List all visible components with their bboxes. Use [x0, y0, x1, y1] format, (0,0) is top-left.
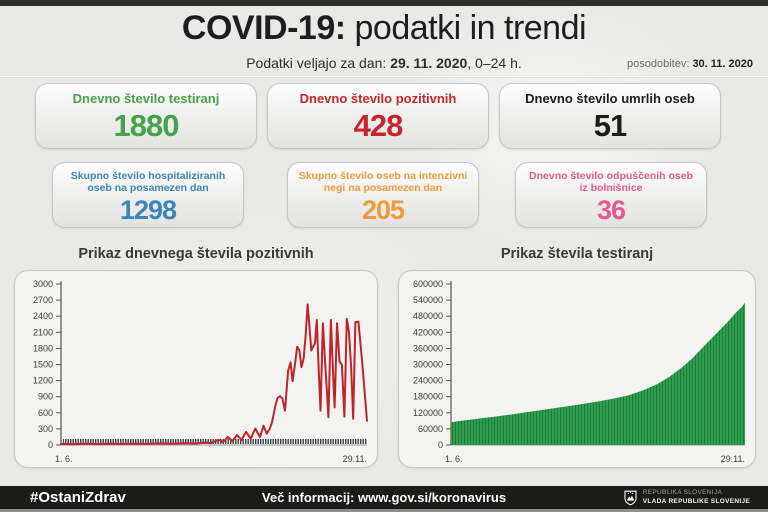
stat-label: Dnevno število odpuščenih oseb iz bolniš… — [529, 170, 693, 195]
update-date: 30. 11. 2020 — [692, 58, 753, 70]
slovenia-coat-of-arms-icon — [624, 490, 637, 505]
government-name: REPUBLIKA SLOVENIJA VLADA REPUBLIKE SLOV… — [643, 489, 750, 505]
hashtag-ostanizdrav: #OstaniZdrav — [30, 489, 126, 506]
svg-text:2400: 2400 — [33, 311, 53, 321]
svg-text:600000: 600000 — [413, 279, 443, 289]
last-update: posodobitev: 30. 11. 2020 — [627, 58, 753, 70]
svg-text:2700: 2700 — [33, 295, 53, 305]
government-branding: REPUBLIKA SLOVENIJA VLADA REPUBLIKE SLOV… — [624, 489, 750, 505]
svg-text:29.11.: 29.11. — [721, 454, 745, 464]
svg-text:180000: 180000 — [413, 392, 443, 402]
update-label: posodobitev: — [627, 58, 693, 70]
tests-chart-panel: 0 60000 120000 180000 240000 300000 360000 4200… — [398, 270, 756, 468]
svg-text:240000: 240000 — [413, 376, 443, 386]
stat-value: 1880 — [113, 107, 180, 143]
top-strip — [0, 0, 768, 6]
subtitle-prefix: Podatki veljajo za dan: — [246, 55, 391, 71]
more-info-url: Več informacij: www.gov.si/koronavirus — [261, 490, 507, 505]
svg-text:300000: 300000 — [413, 360, 443, 370]
svg-text:120000: 120000 — [413, 408, 443, 418]
svg-text:60000: 60000 — [418, 424, 443, 434]
svg-text:1200: 1200 — [33, 376, 53, 386]
stat-value: 205 — [361, 195, 405, 226]
stat-label: Dnevno število testiranj — [72, 91, 220, 106]
positive-chart-title: Prikaz dnevnega števila pozitivnih — [78, 246, 314, 262]
stat-card-icu: Skupno število oseb na intenzivni negi n… — [287, 162, 479, 228]
svg-text:3000: 3000 — [33, 279, 53, 289]
stat-card-hospitalized: Skupno število hospitaliziranih oseb na … — [52, 162, 244, 228]
bottom-strip — [0, 509, 768, 512]
svg-text:1. 6.: 1. 6. — [55, 454, 73, 464]
stat-label: Dnevno število pozitivnih — [299, 91, 457, 106]
positive-chart-panel: 0 300 600 900 1200 1500 1800 2100 2400 2700 3000 1.… — [14, 270, 378, 468]
svg-text:1500: 1500 — [33, 360, 53, 370]
footer-bar: #OstaniZdrav Več informacij: www.gov.si/… — [0, 486, 768, 509]
subtitle-suffix: , 0–24 h. — [467, 55, 522, 71]
stat-value: 428 — [353, 107, 404, 143]
stat-value: 1298 — [119, 195, 177, 226]
svg-text:29.11.: 29.11. — [343, 454, 367, 464]
positive-line-chart: 0 300 600 900 1200 1500 1800 2100 2400 2700 3000 1.… — [33, 279, 368, 464]
stat-card-discharged: Dnevno število odpuščenih oseb iz bolniš… — [515, 162, 707, 228]
svg-text:2100: 2100 — [33, 327, 53, 337]
stat-card-daily-positive: Dnevno število pozitivnih 428 — [267, 83, 489, 149]
tests-chart-title: Prikaz števila testiranj — [500, 246, 654, 262]
svg-text:1. 6.: 1. 6. — [445, 454, 463, 464]
stat-label: Skupno število oseb na intenzivni negi n… — [298, 170, 468, 195]
svg-text:480000: 480000 — [413, 311, 443, 321]
svg-text:900: 900 — [38, 392, 53, 402]
subtitle-date: 29. 11. 2020 — [390, 55, 468, 71]
page-title-rest: podatki in trendi — [345, 9, 587, 47]
svg-text:540000: 540000 — [413, 295, 443, 305]
svg-text:0: 0 — [48, 440, 53, 450]
svg-text:300: 300 — [38, 424, 53, 434]
svg-text:600: 600 — [38, 408, 53, 418]
svg-text:360000: 360000 — [413, 343, 443, 353]
svg-text:1800: 1800 — [33, 343, 53, 353]
gov-line-vlada: VLADA REPUBLIKE SLOVENIJE — [642, 497, 750, 505]
svg-text:420000: 420000 — [413, 327, 443, 337]
header-divider — [0, 76, 768, 77]
stat-card-daily-tests: Dnevno število testiranj 1880 — [35, 83, 257, 149]
tests-area-chart: 0 60000 120000 180000 240000 300000 360000 4200… — [413, 279, 745, 464]
page-title: COVID-19: podatki in trendi — [0, 9, 768, 48]
stat-label: Dnevno število umrlih oseb — [525, 91, 695, 106]
stat-value: 51 — [593, 107, 627, 143]
page-title-brand: COVID-19: — [181, 9, 346, 47]
gov-line-republic: REPUBLIKA SLOVENIJA — [642, 489, 723, 497]
svg-text:0: 0 — [438, 440, 443, 450]
stat-value: 36 — [596, 195, 626, 226]
data-date-subtitle: Podatki veljajo za dan: 29. 11. 2020, 0–… — [0, 55, 768, 71]
stat-card-daily-deaths: Dnevno število umrlih oseb 51 — [499, 83, 721, 149]
stat-label: Skupno število hospitaliziranih oseb na … — [70, 170, 226, 195]
